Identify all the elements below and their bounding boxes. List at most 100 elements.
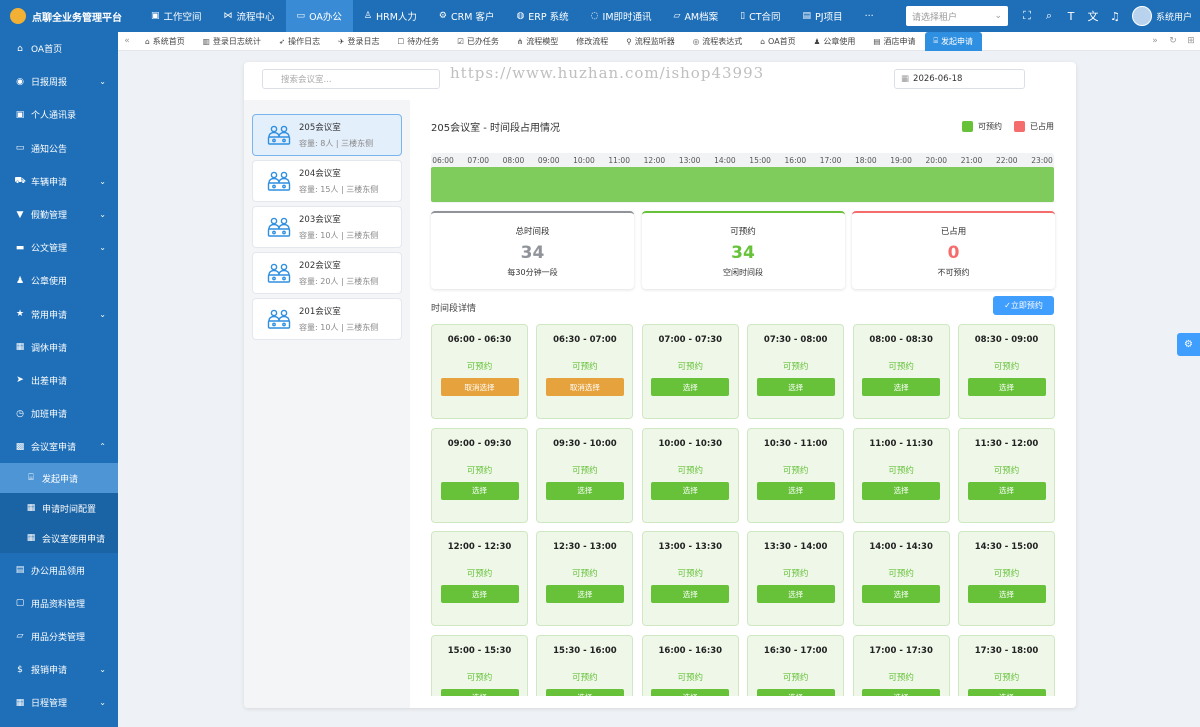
sidebar-item-17[interactable]: ▢ 用品资料管理: [0, 587, 118, 620]
room-item-4[interactable]: 201会议室 容量: 10人 | 三楼东侧: [252, 298, 402, 340]
slot-select-button[interactable]: 选择: [651, 585, 730, 603]
tab-0[interactable]: ⌂ 系统首页: [136, 32, 194, 51]
sidebar-item-15[interactable]: ▦ 会议室使用申请: [0, 523, 118, 554]
tab-5[interactable]: ☑ 已办任务: [448, 32, 508, 51]
sidebar-item-20[interactable]: ▦ 日程管理 ⌄: [0, 686, 118, 719]
tab-1[interactable]: ▥ 登录日志统计: [194, 32, 270, 51]
tab-label: 流程监听器: [634, 36, 675, 46]
topnav-item-1[interactable]: ⋈ 流程中心: [213, 0, 286, 32]
sidebar-item-1[interactable]: ◉ 日报周报 ⌄: [0, 65, 118, 98]
tab-6[interactable]: ⋔ 流程模型: [508, 32, 567, 51]
translate-icon[interactable]: 文: [1087, 10, 1099, 23]
tab-7[interactable]: 修改流程: [567, 32, 617, 51]
user-menu[interactable]: 系统用户: [1131, 6, 1200, 26]
topnav-item-8[interactable]: ▯ CT合同: [729, 0, 791, 32]
sidebar-item-11[interactable]: ◷ 加班申请: [0, 397, 118, 430]
slot-select-button[interactable]: 选择: [440, 585, 519, 603]
book-now-button[interactable]: ✓立即预约: [993, 296, 1054, 315]
stat-value: 34: [520, 243, 545, 263]
tab-11[interactable]: ♟ 公章使用: [805, 32, 865, 51]
topnav-item-3[interactable]: ♙ HRM人力: [353, 0, 428, 32]
slot-select-button[interactable]: 选择: [651, 378, 730, 396]
slot-select-button[interactable]: 选择: [545, 688, 624, 696]
clock-icon: ◷: [16, 408, 24, 419]
tab-12[interactable]: ▤ 酒店申请: [864, 32, 924, 51]
slot-select-button[interactable]: 选择: [862, 378, 941, 396]
tab-10[interactable]: ⌂ OA首页: [751, 32, 804, 51]
sidebar-item-19[interactable]: $ 报销申请 ⌄: [0, 653, 118, 686]
tab-4[interactable]: ☐ 待办任务: [388, 32, 448, 51]
topnav-item-6[interactable]: ◌ IM即时通讯: [580, 0, 663, 32]
tab-8[interactable]: ⚲ 流程监听器: [617, 32, 684, 51]
car-icon: ⛟: [14, 175, 26, 186]
sidebar-item-8[interactable]: ★ 常用申请 ⌄: [0, 298, 118, 331]
legend-occupied-swatch: [1014, 121, 1025, 132]
slot-select-button[interactable]: 选择: [651, 688, 730, 696]
sidebar-item-16[interactable]: ▤ 办公用品领用: [0, 553, 118, 586]
room-search-input[interactable]: 搜索会议室...: [262, 69, 440, 89]
tab-3[interactable]: ✈ 登录日志: [329, 32, 388, 51]
time-slot-card: 10:30 - 11:00 可预约 选择: [747, 427, 845, 523]
pointer-icon: ➶: [278, 36, 286, 46]
bell-icon[interactable]: ♫: [1110, 9, 1120, 23]
slot-cancel-button[interactable]: 取消选择: [440, 378, 519, 396]
search-icon[interactable]: ⌕: [1045, 9, 1053, 22]
sidebar-item-12[interactable]: ▩ 会议室申请 ⌃: [0, 430, 118, 463]
topnav-item-9[interactable]: ▤ PJ项目: [792, 0, 854, 32]
slot-select-button[interactable]: 选择: [440, 688, 519, 696]
slot-select-button[interactable]: 选择: [862, 481, 941, 500]
tabs-scroll-right-icon[interactable]: »: [1152, 36, 1158, 46]
tabs-menu-icon[interactable]: ⊞: [1187, 36, 1195, 46]
topnav-item-2[interactable]: ▭ OA办公: [285, 0, 353, 32]
sidebar-item-5[interactable]: ▼ 假勤管理 ⌄: [0, 198, 118, 231]
slot-select-button[interactable]: 选择: [440, 481, 519, 500]
sidebar-item-9[interactable]: ▦ 调休申请: [0, 331, 118, 364]
slot-select-button[interactable]: 选择: [545, 481, 624, 500]
slot-select-button[interactable]: 选择: [967, 585, 1046, 603]
sidebar-item-7[interactable]: ♟ 公章使用: [0, 264, 118, 297]
room-item-2[interactable]: 203会议室 容量: 10人 | 三楼东侧: [252, 206, 402, 248]
tab-13[interactable]: ⌸ 发起申请: [924, 31, 982, 51]
stat-value: 0: [947, 243, 960, 263]
sidebar-item-2[interactable]: ▣ 个人通讯录: [0, 98, 118, 131]
tab-2[interactable]: ➶ 操作日志: [270, 32, 329, 51]
slot-select-button[interactable]: 选择: [862, 688, 941, 696]
tab-9[interactable]: ◎ 流程表达式: [684, 32, 752, 51]
sidebar-item-18[interactable]: ▱ 用品分类管理: [0, 620, 118, 653]
settings-float-button[interactable]: ⚙: [1177, 333, 1200, 356]
tab-label: 待办任务: [407, 36, 440, 46]
date-picker[interactable]: ▦ 2026-06-18: [894, 69, 1025, 89]
sidebar-item-0[interactable]: ⌂ OA首页: [0, 32, 118, 65]
room-item-0[interactable]: 205会议室 容量: 8人 | 三楼东侧: [252, 114, 402, 156]
room-item-3[interactable]: 202会议室 容量: 20人 | 三楼东侧: [252, 252, 402, 294]
font-size-icon[interactable]: T: [1067, 9, 1075, 23]
app-logo[interactable]: 点聊全业务管理平台: [0, 8, 140, 24]
sidebar-item-13[interactable]: ⌸ 发起申请: [0, 463, 118, 494]
slot-select-button[interactable]: 选择: [651, 481, 730, 500]
slot-select-button[interactable]: 选择: [967, 378, 1046, 396]
slot-select-button[interactable]: 选择: [756, 688, 835, 696]
slot-select-button[interactable]: 选择: [756, 481, 835, 500]
sidebar-item-14[interactable]: ▦ 申请时间配置: [0, 493, 118, 524]
sidebar-item-4[interactable]: ⛟ 车辆申请 ⌄: [0, 165, 118, 198]
tenant-select[interactable]: 请选择租户 ⌄: [905, 6, 1008, 26]
topnav-more-button[interactable]: ···: [864, 10, 874, 22]
slot-select-button[interactable]: 选择: [756, 378, 835, 396]
slot-select-button[interactable]: 选择: [756, 585, 835, 603]
topnav-item-4[interactable]: ⚙ CRM 客户: [428, 0, 506, 32]
slot-select-button[interactable]: 选择: [862, 585, 941, 603]
sidebar-item-6[interactable]: ▬ 公文管理 ⌄: [0, 231, 118, 264]
refresh-icon[interactable]: ↻: [1169, 36, 1177, 46]
topnav-item-5[interactable]: ◍ ERP 系统: [505, 0, 579, 32]
sidebar-item-3[interactable]: ▭ 通知公告: [0, 132, 118, 165]
topnav-item-0[interactable]: ▣ 工作空间: [140, 0, 213, 32]
fullscreen-icon[interactable]: ⛶: [1023, 9, 1031, 22]
slot-select-button[interactable]: 选择: [967, 481, 1046, 500]
room-item-1[interactable]: 204会议室 容量: 15人 | 三楼东侧: [252, 160, 402, 202]
slot-select-button[interactable]: 选择: [545, 585, 624, 603]
slot-select-button[interactable]: 选择: [967, 688, 1046, 696]
tabs-scroll-left-icon[interactable]: «: [124, 36, 130, 46]
sidebar-item-10[interactable]: ➤ 出差申请: [0, 364, 118, 397]
slot-cancel-button[interactable]: 取消选择: [545, 378, 624, 396]
topnav-item-7[interactable]: ▱ AM档案: [663, 0, 730, 32]
